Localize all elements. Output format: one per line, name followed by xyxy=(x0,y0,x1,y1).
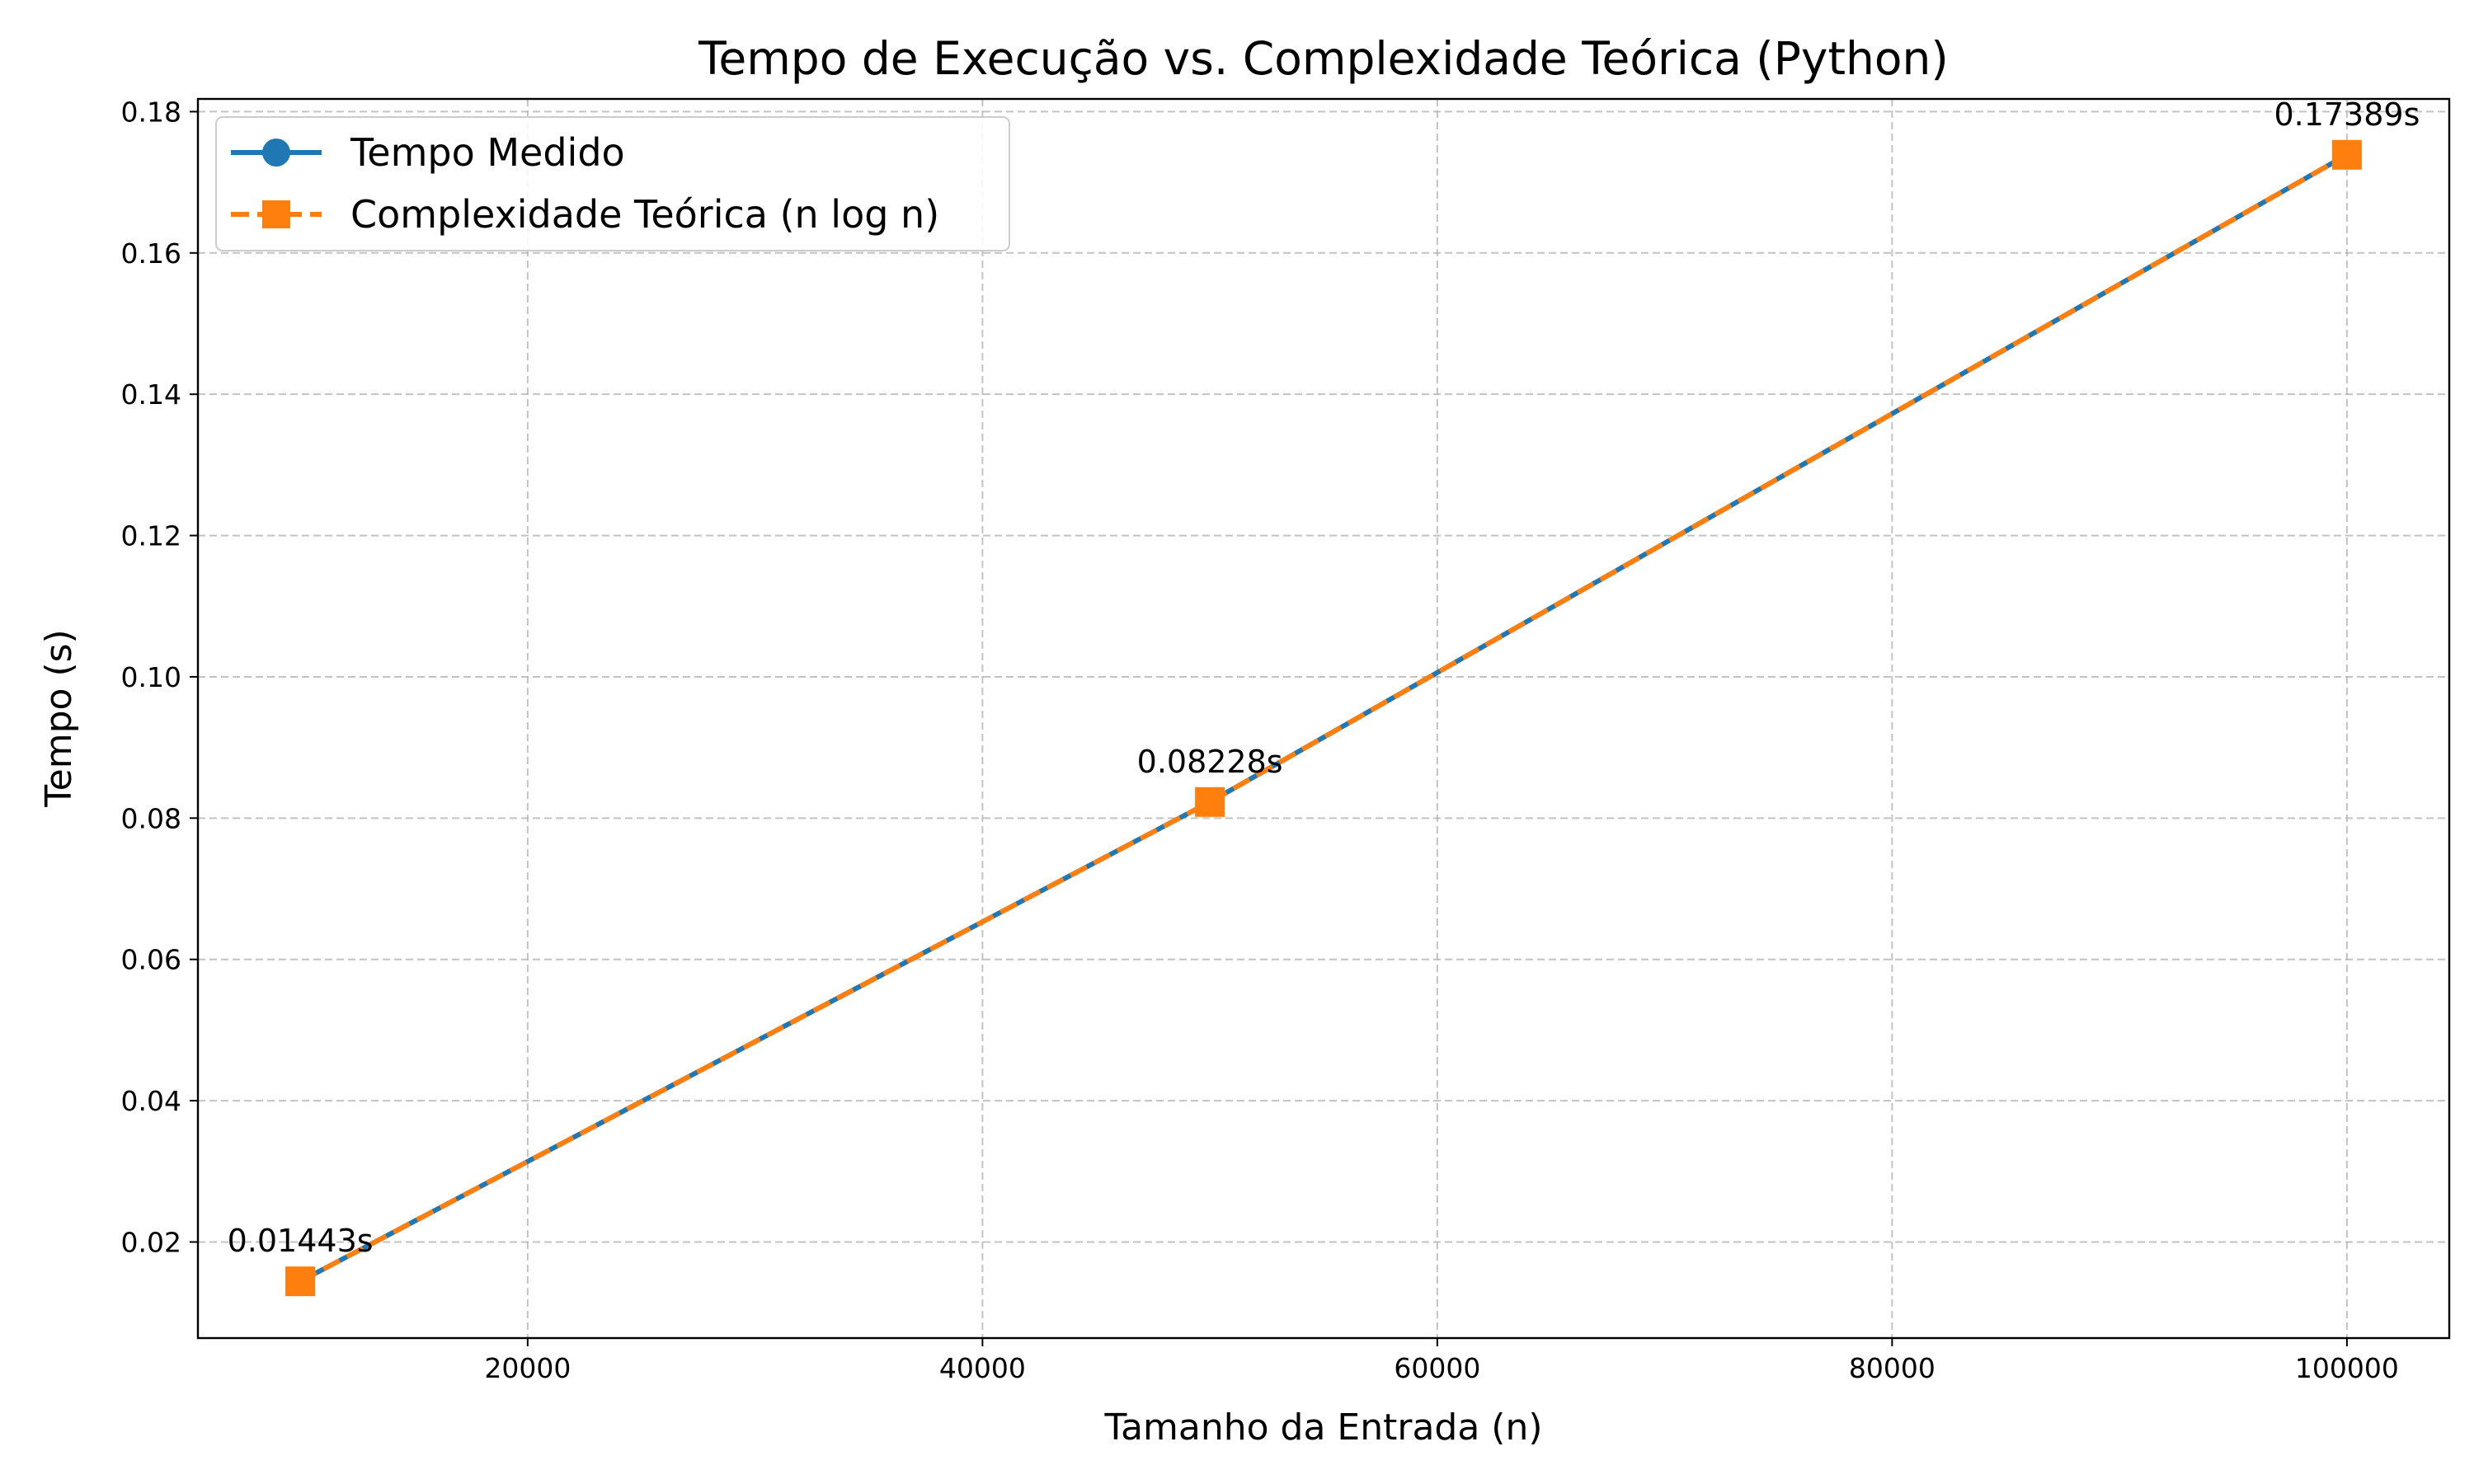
chart-title: Tempo de Execução vs. Complexidade Teóri… xyxy=(698,32,1949,85)
plot-frame xyxy=(196,97,2451,1340)
series-layer xyxy=(285,139,2362,1297)
data-point-square xyxy=(1195,787,1225,817)
x-axis-label: Tamanho da Entrada (n) xyxy=(1103,1407,1542,1449)
legend-frame xyxy=(215,116,1010,251)
x-tick-label: 100000 xyxy=(2295,1352,2399,1384)
data-label: 0.08228s xyxy=(1137,744,1283,780)
y-tick-label: 0.18 xyxy=(121,96,181,128)
annotations: 0.01443s 0.08228s 0.17389s xyxy=(228,96,2420,1259)
y-tick-label: 0.04 xyxy=(121,1085,181,1117)
data-label: 0.17389s xyxy=(2274,96,2420,133)
legend-label-tempo-medido: Tempo Medido xyxy=(350,130,625,175)
y-tick-label: 0.10 xyxy=(121,661,181,693)
y-tick-label: 0.06 xyxy=(121,944,181,976)
x-tick-label: 40000 xyxy=(939,1352,1026,1384)
legend-label-complexidade: Complexidade Teórica (n log n) xyxy=(350,192,939,237)
legend-marker-square xyxy=(262,200,290,228)
y-tick-label: 0.16 xyxy=(121,237,181,270)
x-tick-label: 60000 xyxy=(1394,1352,1480,1384)
y-tick-label: 0.02 xyxy=(121,1226,181,1258)
axis-ticks: 20000 40000 60000 80000 100000 0.02 0.04 0.06 0.… xyxy=(121,96,2399,1384)
y-tick-label: 0.08 xyxy=(121,802,181,834)
y-tick-label: 0.14 xyxy=(121,378,181,411)
x-tick-label: 80000 xyxy=(1849,1352,1935,1384)
y-axis-label: Tempo (s) xyxy=(38,629,80,807)
data-point-square xyxy=(285,1266,316,1297)
series-line-1 xyxy=(299,153,2349,1284)
grid xyxy=(198,99,2449,1338)
y-tick-label: 0.12 xyxy=(121,520,181,552)
x-tick-label: 20000 xyxy=(484,1352,571,1384)
data-point-square xyxy=(2331,139,2362,170)
legend-marker-circle xyxy=(262,139,290,167)
legend: Tempo Medido Complexidade Teórica (n log… xyxy=(215,116,1010,251)
data-label: 0.01443s xyxy=(228,1223,374,1259)
